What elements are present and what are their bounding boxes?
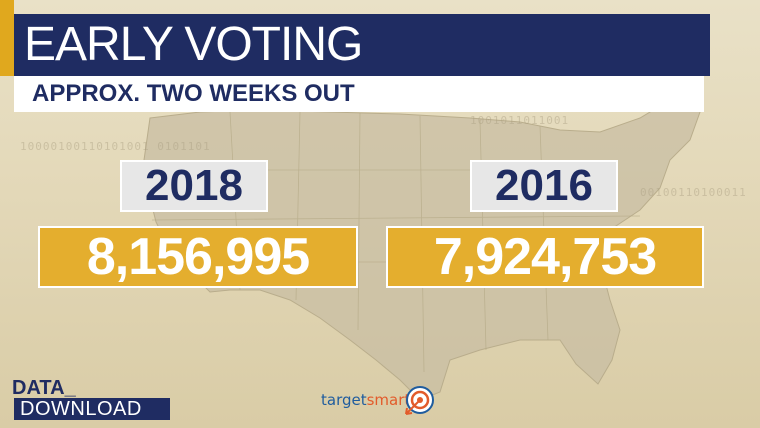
target-icon — [405, 386, 434, 415]
source-logo-part2: smart — [366, 391, 411, 409]
subtitle-bar — [14, 76, 704, 112]
binary-decoration: 1001011011001 — [470, 114, 570, 127]
value-box-left: 8,156,995 — [38, 226, 358, 288]
page-title: EARLY VOTING — [24, 18, 363, 71]
show-logo-bottom: DOWNLOAD — [14, 398, 170, 420]
source-logo: targetsmart — [321, 391, 410, 409]
page-subtitle: APPROX. TWO WEEKS OUT — [32, 80, 355, 107]
show-logo-top: DATA_ — [12, 377, 76, 399]
value-box-right: 7,924,753 — [386, 226, 704, 288]
year-label-right: 2016 — [470, 160, 618, 212]
binary-decoration: 10000100110101001 0101101 — [20, 140, 211, 153]
binary-decoration: 00100110100011 — [640, 186, 747, 199]
title-bar — [14, 14, 710, 76]
accent-bar — [0, 0, 14, 76]
year-label-left: 2018 — [120, 160, 268, 212]
source-logo-part1: target — [321, 391, 367, 409]
